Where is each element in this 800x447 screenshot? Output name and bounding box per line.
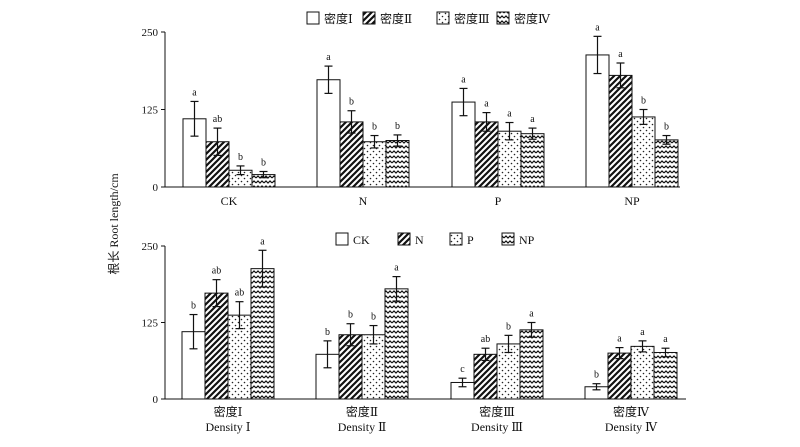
legend-label: 密度Ⅰ <box>324 11 353 26</box>
category-label: 密度Ⅳ <box>613 404 650 419</box>
category-label: CK <box>221 194 238 208</box>
significance-letter: a <box>663 334 668 345</box>
significance-letter: b <box>506 321 511 332</box>
significance-letter: a <box>394 263 399 274</box>
significance-letter: a <box>507 109 512 120</box>
significance-letter: b <box>641 96 646 107</box>
significance-letter: b <box>664 122 669 133</box>
bar <box>384 288 409 400</box>
y-tick-label: 0 <box>153 182 159 194</box>
category-label: 密度Ⅱ <box>346 404 378 419</box>
y-tick-label: 250 <box>142 27 159 39</box>
legend-label: 密度Ⅲ <box>454 11 490 26</box>
legend-swatch <box>449 232 463 246</box>
significance-letter: b <box>395 121 400 132</box>
significance-letter: ab <box>212 266 221 277</box>
significance-letter: b <box>348 310 353 321</box>
legend-swatch <box>362 11 376 25</box>
legend-swatch <box>306 11 320 25</box>
legend-label: CK <box>353 233 370 247</box>
significance-letter: a <box>530 114 535 125</box>
category-label-en: Density Ⅲ <box>471 420 523 434</box>
significance-letter: b <box>238 152 243 163</box>
legend-label: P <box>467 233 474 247</box>
legend-label: N <box>415 233 424 247</box>
significance-letter: ab <box>213 114 222 125</box>
category-label-en: Density Ⅰ <box>205 420 250 434</box>
bar <box>385 140 410 188</box>
bar <box>653 351 678 400</box>
bar <box>250 268 275 400</box>
significance-letter: c <box>460 364 465 375</box>
significance-letter: ab <box>235 288 244 299</box>
bar <box>630 345 655 400</box>
category-label: P <box>495 194 502 208</box>
significance-letter: a <box>618 49 623 60</box>
bar <box>316 79 341 188</box>
legend-swatch <box>501 232 515 246</box>
category-label: 密度Ⅲ <box>479 404 515 419</box>
significance-letter: a <box>192 87 197 98</box>
legend-swatch <box>335 232 349 246</box>
y-tick-label: 0 <box>153 394 159 406</box>
bar <box>204 292 229 400</box>
category-label: N <box>359 194 368 208</box>
significance-letter: a <box>640 327 645 338</box>
bar <box>608 74 633 188</box>
significance-letter: b <box>349 97 354 108</box>
bar <box>654 139 679 188</box>
bar <box>631 116 656 188</box>
significance-letter: b <box>371 312 376 323</box>
legend-swatch <box>496 11 510 25</box>
category-label: 密度Ⅰ <box>214 404 243 419</box>
significance-letter: b <box>191 301 196 312</box>
significance-letter: b <box>261 158 266 169</box>
significance-letter: b <box>594 370 599 381</box>
legend-label: NP <box>519 233 535 247</box>
bar <box>520 133 545 188</box>
legend-label: 密度Ⅳ <box>514 11 551 26</box>
significance-letter: a <box>617 334 622 345</box>
category-label: NP <box>624 194 640 208</box>
category-label-en: Density Ⅱ <box>338 420 387 434</box>
significance-letter: a <box>484 99 489 110</box>
y-tick-label: 125 <box>142 318 159 330</box>
legend-swatch <box>436 11 450 25</box>
legend-label: 密度Ⅱ <box>380 11 412 26</box>
significance-letter: a <box>595 22 600 33</box>
significance-letter: a <box>326 52 331 63</box>
bar <box>585 54 610 188</box>
significance-letter: b <box>372 122 377 133</box>
significance-letter: ab <box>481 334 490 345</box>
legend-swatch <box>397 232 411 246</box>
y-tick-label: 125 <box>142 105 159 117</box>
y-axis-label: 根长 Root length/cm <box>107 173 121 275</box>
y-tick-label: 250 <box>142 241 159 253</box>
significance-letter: a <box>461 74 466 85</box>
significance-letter: b <box>325 327 330 338</box>
significance-letter: a <box>529 309 534 320</box>
category-label-en: Density Ⅳ <box>605 420 658 434</box>
bar <box>519 329 544 400</box>
significance-letter: a <box>260 236 265 247</box>
bar <box>607 352 632 400</box>
